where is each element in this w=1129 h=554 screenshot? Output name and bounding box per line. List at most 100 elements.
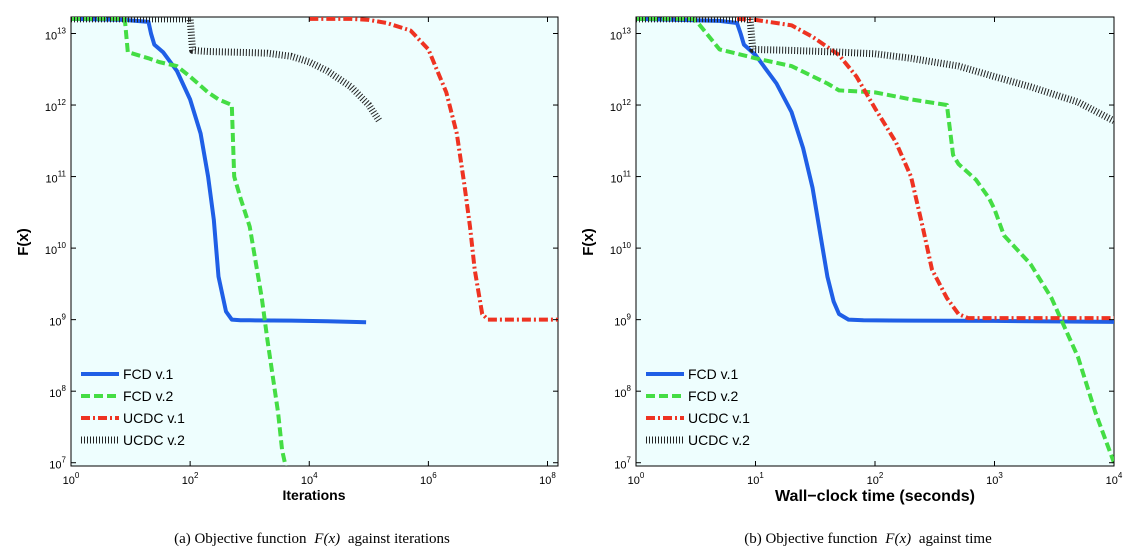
x-tick-base: 10 — [63, 475, 75, 487]
y-tick-exp: 7 — [62, 456, 67, 465]
x-tick-base: 10 — [867, 475, 879, 487]
legend-label: FCD v.2 — [123, 388, 174, 404]
caption-a-suffix: against iterations — [348, 531, 450, 547]
plot-area-background — [70, 16, 559, 467]
series-line-solid — [636, 17, 1114, 324]
x-axis-label: Wall−clock time (seconds) — [775, 488, 975, 505]
y-tick-label: 1010 — [610, 241, 632, 257]
y-tick-label: 1011 — [45, 170, 66, 186]
legend-label: UCDC v.2 — [123, 432, 185, 448]
y-tick-label: 1013 — [45, 26, 67, 42]
series-line-dashdot — [309, 17, 558, 322]
caption-a: (a) Objective function F(x) against iter… — [174, 531, 450, 547]
y-tick-label: 109 — [614, 313, 631, 329]
y-axis-label: F(x) — [580, 228, 597, 256]
x-axis-label: Iterations — [282, 487, 345, 503]
y-tick-exp: 13 — [57, 26, 66, 35]
y-tick-exp: 8 — [62, 384, 67, 393]
y-tick-exp: 12 — [57, 98, 66, 107]
x-tick-label: 100 — [63, 471, 80, 487]
series-group — [71, 17, 558, 466]
x-tick-base: 10 — [1106, 475, 1118, 487]
x-tick-base: 10 — [986, 475, 998, 487]
y-tick-base: 10 — [49, 317, 61, 329]
x-tick-exp: 8 — [551, 471, 556, 480]
legend-label: UCDC v.1 — [688, 410, 750, 426]
chart-panel-time: 100 101 102 103 1041071081091010101110121013… — [580, 16, 1123, 505]
legend-label: FCD v.1 — [688, 366, 739, 382]
x-tick-exp: 0 — [75, 471, 80, 480]
y-tick-exp: 10 — [622, 241, 631, 250]
x-tick-exp: 4 — [1118, 471, 1123, 480]
y-tick-base: 10 — [614, 388, 626, 400]
y-tick-exp: 12 — [622, 98, 631, 107]
x-tick-base: 10 — [747, 475, 759, 487]
x-tick-base: 10 — [420, 475, 432, 487]
y-tick-label: 108 — [614, 384, 631, 400]
y-axis-label: F(x) — [15, 228, 32, 256]
x-tick-exp: 1 — [759, 471, 764, 480]
caption-a-math: F(x) — [313, 531, 340, 547]
x-tick-base: 10 — [628, 475, 640, 487]
legend-label: UCDC v.2 — [688, 432, 750, 448]
caption-a-prefix: (a) Objective function — [174, 531, 307, 547]
y-tick-base: 10 — [49, 388, 61, 400]
y-tick-exp: 8 — [627, 384, 632, 393]
series-line-dashed — [636, 17, 1114, 464]
y-tick-base: 10 — [45, 245, 57, 257]
x-tick-label: 100 — [628, 471, 645, 487]
x-tick-label: 102 — [867, 471, 884, 487]
y-tick-label: 1013 — [610, 26, 632, 42]
y-tick-label: 107 — [49, 456, 66, 472]
y-tick-exp: 7 — [627, 456, 632, 465]
y-tick-base: 10 — [610, 245, 622, 257]
caption-b-prefix: (b) Objective function — [744, 531, 878, 547]
y-tick-exp: 9 — [62, 313, 67, 322]
y-tick-label: 109 — [49, 313, 66, 329]
series-line-hatched — [71, 17, 383, 123]
y-tick-base: 10 — [49, 460, 61, 472]
y-tick-base: 10 — [614, 460, 626, 472]
y-tick-label: 1011 — [610, 170, 631, 186]
y-tick-base: 10 — [45, 30, 57, 42]
x-tick-exp: 6 — [432, 471, 437, 480]
y-tick-label: 107 — [614, 456, 631, 472]
x-tick-exp: 2 — [194, 471, 199, 480]
legend: FCD v.1 FCD v.2 UCDC v.1 UCDC v.2 — [646, 366, 750, 448]
x-tick-label: 104 — [301, 471, 318, 487]
legend-label: UCDC v.1 — [123, 410, 185, 426]
y-tick-label: 1012 — [45, 98, 67, 114]
x-tick-base: 10 — [301, 475, 313, 487]
y-tick-label: 108 — [49, 384, 66, 400]
caption-b-suffix: against time — [919, 531, 992, 547]
y-tick-base: 10 — [610, 174, 622, 186]
y-tick-exp: 11 — [623, 170, 632, 179]
series-line-solid — [71, 17, 367, 325]
x-tick-label: 102 — [182, 471, 199, 487]
series-line-hatched — [636, 17, 1114, 125]
caption-b-math: F(x) — [884, 531, 911, 547]
y-tick-label: 1010 — [45, 241, 67, 257]
series-line-dashdot — [736, 17, 1114, 321]
chart-panel-iterations: 100 102 104 106 1081071081091010101110121013… — [15, 16, 559, 503]
x-tick-base: 10 — [539, 475, 551, 487]
y-tick-base: 10 — [610, 30, 622, 42]
x-tick-label: 101 — [747, 471, 764, 487]
y-tick-base: 10 — [45, 174, 57, 186]
y-tick-base: 10 — [610, 102, 622, 114]
caption-b: (b) Objective function F(x) against time — [744, 531, 992, 547]
y-tick-base: 10 — [614, 317, 626, 329]
x-tick-label: 106 — [420, 471, 437, 487]
x-tick-label: 104 — [1106, 471, 1123, 487]
x-tick-exp: 4 — [313, 471, 318, 480]
series-line-dashed — [71, 17, 288, 466]
y-tick-exp: 13 — [622, 26, 631, 35]
y-tick-exp: 9 — [627, 313, 632, 322]
x-tick-label: 103 — [986, 471, 1003, 487]
x-tick-exp: 0 — [640, 471, 645, 480]
x-tick-base: 10 — [182, 475, 194, 487]
legend-label: FCD v.2 — [688, 388, 739, 404]
